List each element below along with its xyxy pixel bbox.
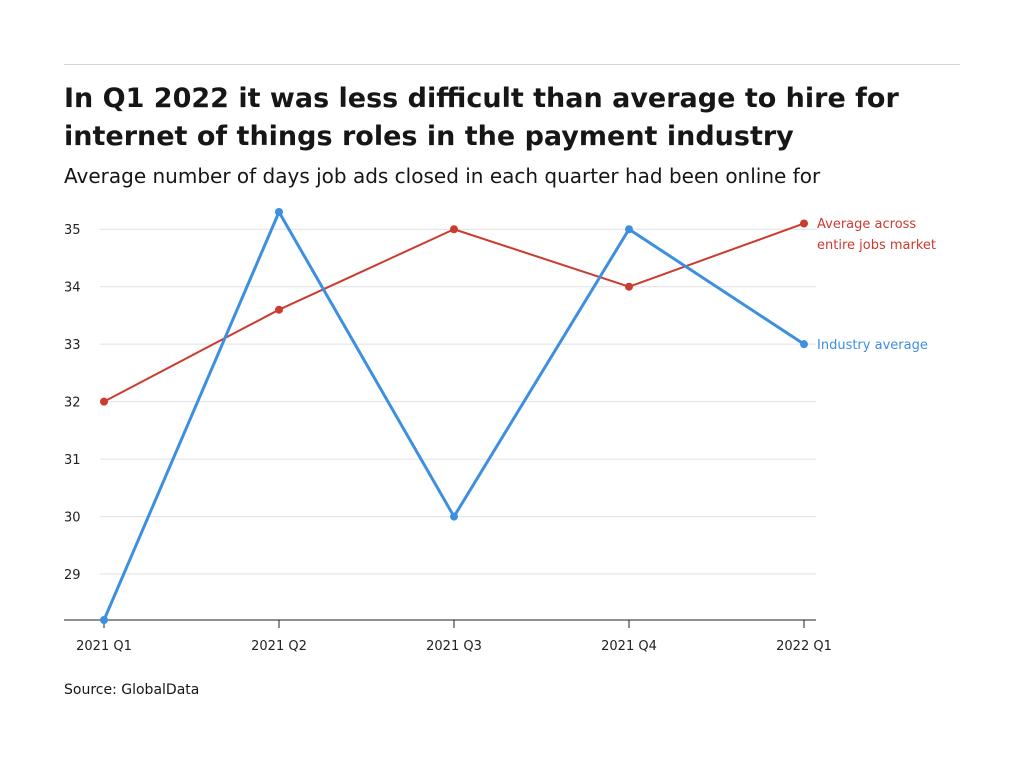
series-labels: Average across entire jobs market Industry… (817, 217, 936, 353)
data-point-industry (100, 616, 108, 624)
y-axis-ticks: 29 30 31 32 33 34 35 (64, 223, 81, 583)
y-tick-label: 32 (64, 396, 81, 411)
y-tick-label: 33 (64, 338, 81, 353)
data-point-industry (800, 340, 808, 349)
series-label-industry: Industry average (817, 338, 928, 353)
gridlines (100, 228, 816, 575)
source-note: Source: GlobalData (64, 682, 200, 698)
data-point-industry (275, 208, 283, 216)
series-line-industry (102, 210, 805, 621)
chart-subtitle: Average number of days job ads closed in… (64, 164, 821, 188)
series-label-market: Average across (817, 217, 916, 232)
data-point-industry (625, 225, 633, 234)
x-axis-ticks: 2021 Q1 2021 Q2 2021 Q3 2021 Q4 2022 Q1 (64, 619, 832, 654)
data-point-market (100, 397, 108, 406)
x-tick-label: 2021 Q3 (426, 639, 482, 654)
chart-title: In Q1 2022 it was less difficult than av… (64, 83, 899, 152)
y-tick-label: 31 (64, 453, 81, 468)
top-rule (64, 64, 960, 65)
y-tick-label: 34 (64, 281, 81, 296)
x-tick-label: 2021 Q4 (601, 639, 657, 654)
data-point-market (625, 282, 633, 291)
x-tick-label: 2021 Q2 (251, 639, 307, 654)
x-tick-label: 2022 Q1 (776, 639, 832, 654)
data-point-market (800, 219, 808, 228)
y-tick-label: 35 (64, 223, 81, 238)
y-tick-label: 29 (64, 568, 81, 583)
data-point-market (275, 305, 283, 314)
x-tick-label: 2021 Q1 (76, 639, 132, 654)
series-lines (100, 208, 808, 624)
data-point-industry (450, 512, 458, 521)
data-point-market (450, 225, 458, 234)
y-tick-label: 30 (64, 511, 81, 526)
series-label-market: entire jobs market (817, 238, 936, 253)
